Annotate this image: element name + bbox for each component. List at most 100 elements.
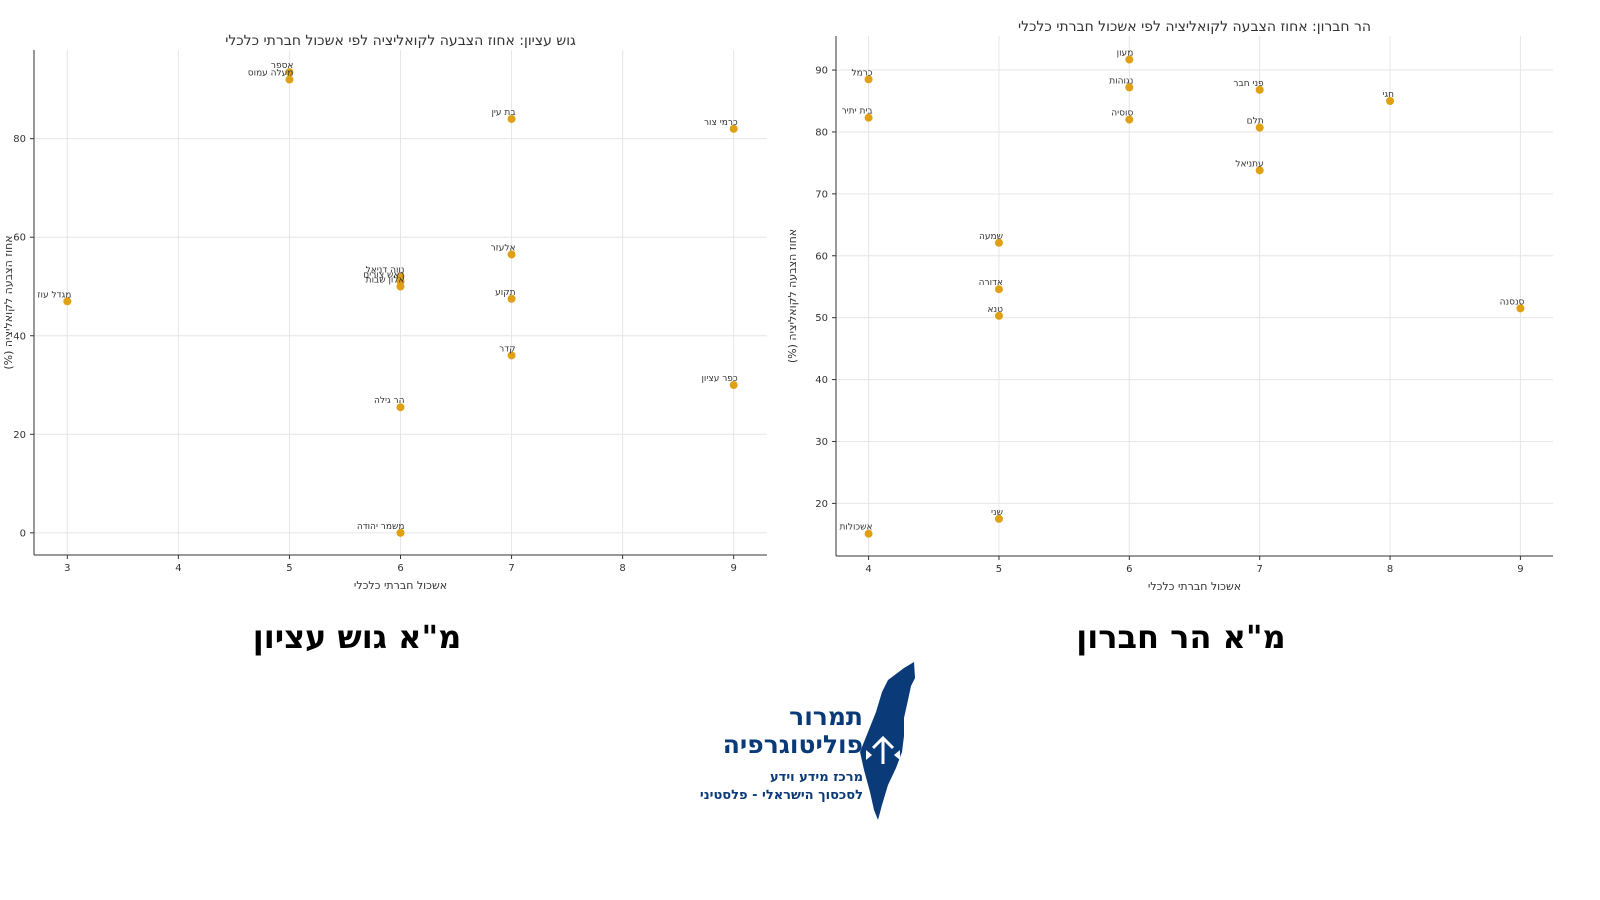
har-hevron-point-label: אדורה xyxy=(979,278,1003,288)
tamrur-politography-logo: תמרור פוליטוגרפיה מרכז מידע וידע לסכסוך … xyxy=(700,660,945,830)
har-hevron-data-point xyxy=(1125,55,1134,64)
gush-etzion-y-tick-label: 40 xyxy=(13,331,26,342)
har-hevron-point-label: טנא xyxy=(987,305,1003,315)
gush-etzion-point-label: בת עין xyxy=(491,108,515,118)
har-hevron-data-point xyxy=(864,75,873,84)
gush-etzion-chart: 3 4 5 6 7 8 9 0 20 40 60 80 גוש עציון: אחוז הצבעה לק… xyxy=(0,15,767,592)
har-hevron-data-point xyxy=(994,514,1003,523)
gush-etzion-data-point xyxy=(285,68,294,77)
gush-etzion-data-point xyxy=(729,381,738,390)
gush-etzion-data-point xyxy=(63,297,72,306)
har-hevron-data-point xyxy=(1125,115,1134,124)
gush-etzion-x-tick-label: 4 xyxy=(175,563,181,574)
gush-etzion-x-tick-label: 7 xyxy=(508,563,514,574)
gush-etzion-point-label: אספר xyxy=(271,61,294,71)
har-hevron-y-tick-label: 90 xyxy=(815,66,828,77)
har-hevron-point-label: תלם xyxy=(1247,117,1264,127)
har-hevron-data-point xyxy=(864,529,873,538)
har-hevron-x-tick-label: 7 xyxy=(1256,564,1262,575)
har-hevron-y-tick-label: 40 xyxy=(815,375,828,386)
caption-har-hevron: מ"א הר חברון xyxy=(1076,618,1286,656)
logo-title-line2: פוליטוגרפיה xyxy=(722,730,863,759)
har-hevron-data-point xyxy=(994,238,1003,247)
har-hevron-y-tick-label: 50 xyxy=(815,313,828,324)
har-hevron-x-tick-label: 8 xyxy=(1387,564,1393,575)
gush-etzion-y-tick-label: 60 xyxy=(13,233,26,244)
gush-etzion-point-label: אלעזר xyxy=(491,243,516,253)
har-hevron-point-label: שמעה xyxy=(979,232,1003,242)
gush-etzion-x-tick-label: 5 xyxy=(286,563,292,574)
logo-subtitle-line1: מרכז מידע וידע xyxy=(770,770,863,785)
har-hevron-x-tick-label: 9 xyxy=(1517,564,1523,575)
gush-etzion-x-tick-label: 8 xyxy=(619,563,625,574)
har-hevron-y-tick-label: 70 xyxy=(815,189,828,200)
har-hevron-data-point xyxy=(1386,97,1395,105)
har-hevron-point-label: סוסיה xyxy=(1111,109,1133,119)
gush-etzion-data-point xyxy=(507,250,516,259)
gush-etzion-x-tick-label: 6 xyxy=(397,563,403,574)
har-hevron-point-label: סנסנה xyxy=(1500,297,1525,307)
gush-etzion-point-label: תקוע xyxy=(495,288,515,298)
har-hevron-x-tick-label: 6 xyxy=(1126,564,1132,575)
gush-etzion-y-tick-label: 80 xyxy=(13,134,26,145)
gush-etzion-x-axis-label: אשכול חברתי כלכלי xyxy=(354,579,447,592)
gush-etzion-point-label: כרמי צור xyxy=(704,118,738,128)
gush-etzion-point-label: ראש צורים xyxy=(363,271,404,281)
har-hevron-data-point xyxy=(1255,123,1264,132)
gush-etzion-point-label: הר גילה xyxy=(374,396,405,406)
har-hevron-y-tick-label: 80 xyxy=(815,127,828,138)
har-hevron-data-point xyxy=(1255,85,1264,94)
logo-subtitle-line2: לסכסוך הישראלי - פלסטיני xyxy=(699,788,863,803)
har-hevron-data-point xyxy=(1516,304,1525,313)
har-hevron-point-label: אשכולות xyxy=(839,523,872,533)
har-hevron-data-point xyxy=(1255,166,1264,175)
har-hevron-chart: 4 5 6 7 8 9 20 30 40 50 60 70 80 90 הר חברון: אחוז הצב… xyxy=(780,0,1553,593)
gush-etzion-data-point xyxy=(507,351,516,360)
har-hevron-data-point xyxy=(864,113,873,122)
har-hevron-point-label: חגי xyxy=(1382,90,1394,100)
har-hevron-x-tick-label: 4 xyxy=(865,564,871,575)
har-hevron-y-tick-label: 60 xyxy=(815,251,828,262)
har-hevron-x-axis-label: אשכול חברתי כלכלי xyxy=(1148,580,1241,593)
gush-etzion-point-label: נווה דניאל xyxy=(366,266,405,276)
gush-etzion-title: גוש עציון: אחוז הצבעה לקואליציה לפי אשכו… xyxy=(225,33,576,49)
gush-etzion-data-point xyxy=(396,282,405,291)
logo-title-line1: תמרור xyxy=(789,702,863,731)
gush-etzion-y-tick-label: 20 xyxy=(13,430,26,441)
gush-etzion-point-label: מגדל עוז xyxy=(37,290,71,300)
har-hevron-point-label: נגוהות xyxy=(1109,76,1133,86)
gush-etzion-data-point xyxy=(285,75,294,84)
israel-map-icon xyxy=(860,662,915,820)
gush-etzion-point-label: משמר יהודה xyxy=(357,522,405,532)
gush-etzion-x-tick-label: 9 xyxy=(730,563,736,574)
gush-etzion-data-point xyxy=(507,294,516,303)
gush-etzion-data-point xyxy=(396,403,405,412)
har-hevron-data-point xyxy=(994,285,1003,294)
har-hevron-point-label: עתניאל xyxy=(1235,159,1263,169)
gush-etzion-point-label: אלון שבות xyxy=(366,275,405,285)
har-hevron-point-label: שני xyxy=(991,508,1003,518)
har-hevron-y-axis-label: אחוז הצבעה לקואליציה (%) xyxy=(786,229,799,363)
gush-etzion-scatter-svg: 3 4 5 6 7 8 9 0 20 40 60 80 גוש עציון: אחוז הצבעה לק… xyxy=(2,33,767,592)
har-hevron-point-label: בית יתיר xyxy=(842,107,873,117)
caption-gush-etzion: מ"א גוש עציון xyxy=(252,618,462,656)
har-hevron-y-tick-label: 30 xyxy=(815,437,828,448)
gush-etzion-x-tick-label: 3 xyxy=(64,563,70,574)
gush-etzion-y-tick-label: 0 xyxy=(20,528,26,539)
har-hevron-data-point xyxy=(1125,83,1134,92)
gush-etzion-data-point xyxy=(729,124,738,133)
gush-etzion-y-axis-label: אחוז הצבעה לקואליציה (%) xyxy=(2,235,15,369)
har-hevron-title: הר חברון: אחוז הצבעה לקואליציה לפי אשכול… xyxy=(1018,19,1371,35)
gush-etzion-point-label: מעלה עמוס xyxy=(248,69,294,79)
gush-etzion-data-point xyxy=(396,528,405,537)
har-hevron-point-label: מעון xyxy=(1117,49,1134,59)
har-hevron-x-tick-label: 5 xyxy=(996,564,1002,575)
har-hevron-point-label: כרמל xyxy=(852,68,873,78)
har-hevron-y-tick-label: 20 xyxy=(815,499,828,510)
har-hevron-point-label: פני חבר xyxy=(1233,79,1264,89)
gush-etzion-point-label: קדר xyxy=(499,344,515,354)
gush-etzion-data-point xyxy=(507,114,516,123)
har-hevron-data-point xyxy=(994,311,1003,320)
har-hevron-scatter-svg: 4 5 6 7 8 9 20 30 40 50 60 70 80 90 הר חברון: אחוז הצב… xyxy=(786,19,1553,593)
gush-etzion-point-label: כפר עציון xyxy=(701,374,737,384)
